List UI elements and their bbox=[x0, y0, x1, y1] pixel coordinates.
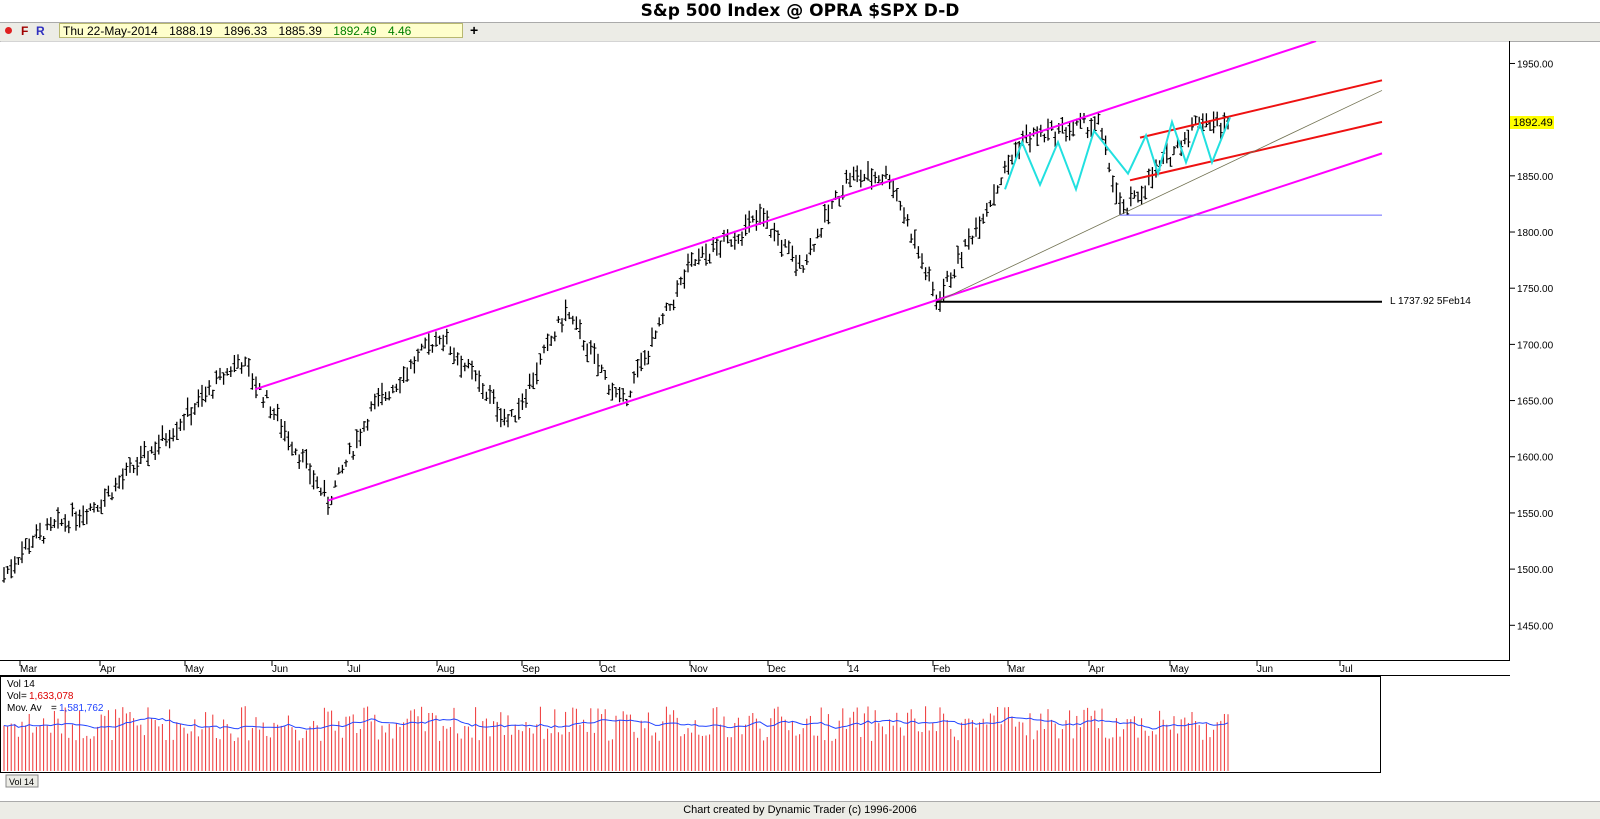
inner-lower-channel bbox=[1129, 120, 1383, 182]
price-panel bbox=[0, 41, 1510, 660]
mavg-legend-sep: = bbox=[51, 703, 57, 714]
y-tick-label: 1850.00 bbox=[1517, 172, 1554, 183]
x-tick-label: 14 bbox=[848, 664, 860, 675]
y-tick-label: 1600.00 bbox=[1517, 453, 1554, 464]
chart-labels: 1892.49 L 1737.92 5Feb14 bbox=[1390, 116, 1554, 307]
y-tick-label: 1800.00 bbox=[1517, 228, 1554, 239]
x-tick-label: Apr bbox=[1089, 664, 1105, 675]
x-tick-label: Jun bbox=[272, 664, 288, 675]
volume-legend-value: 1,633,078 bbox=[29, 691, 74, 702]
lower-channel-line bbox=[327, 152, 1383, 502]
volume-tab-label: Vol 14 bbox=[9, 777, 34, 787]
quote-change: 4.46 bbox=[388, 24, 412, 38]
footer-credit: Chart created by Dynamic Trader (c) 1996… bbox=[0, 801, 1600, 819]
x-tick-label: Dec bbox=[768, 664, 786, 675]
mavg-legend-label: Mov. Av bbox=[7, 703, 42, 714]
toolbar: F R Thu 22-May-2014 1888.19 1896.33 1885… bbox=[0, 22, 1600, 42]
x-tick-label: May bbox=[1170, 664, 1189, 675]
rising-trendline bbox=[936, 90, 1383, 303]
volume-panel-title: Vol 14 bbox=[7, 679, 35, 690]
quote-low: 1885.39 bbox=[278, 24, 322, 38]
y-tick-label: 1950.00 bbox=[1517, 59, 1554, 70]
chart-title: S&p 500 Index @ OPRA $SPX D-D bbox=[640, 1, 960, 21]
x-tick-label: Jul bbox=[1340, 664, 1353, 675]
record-dot-icon[interactable] bbox=[5, 27, 12, 34]
add-button[interactable]: + bbox=[470, 22, 479, 38]
y-axis: 1950.001900.001850.001800.001750.001700.… bbox=[1509, 59, 1554, 632]
low-annotation: L 1737.92 5Feb14 bbox=[1390, 296, 1471, 307]
volume-moving-average bbox=[3, 716, 1229, 730]
quote-high: 1896.33 bbox=[223, 24, 268, 38]
quote-open: 1888.19 bbox=[169, 24, 213, 38]
x-tick-label: Sep bbox=[522, 664, 540, 675]
y-tick-label: 1500.00 bbox=[1517, 565, 1554, 576]
ohlc-series bbox=[2, 111, 1230, 583]
y-tick-label: 1750.00 bbox=[1517, 284, 1554, 295]
quote-close: 1892.49 bbox=[333, 24, 377, 38]
y-tick-label: 1450.00 bbox=[1517, 621, 1554, 632]
last-price-marker bbox=[1510, 116, 1554, 129]
inner-upper-channel bbox=[1139, 79, 1383, 139]
x-tick-label: Mar bbox=[1008, 664, 1026, 675]
quote-date: Thu 22-May-2014 bbox=[63, 24, 158, 38]
x-tick-label: Oct bbox=[600, 664, 616, 675]
x-tick-label: Aug bbox=[437, 664, 455, 675]
y-tick-label: 1650.00 bbox=[1517, 397, 1554, 408]
upper-channel-line bbox=[254, 41, 1317, 391]
mavg-legend-value: 1,581,762 bbox=[59, 703, 104, 714]
overlay-lines bbox=[254, 41, 1383, 502]
quote-box: Thu 22-May-2014 1888.19 1896.33 1885.39 … bbox=[59, 23, 463, 38]
x-tick-label: May bbox=[185, 664, 204, 675]
f-button[interactable]: F bbox=[21, 24, 29, 38]
x-tick-label: Apr bbox=[100, 664, 116, 675]
x-axis: Mar Apr May Jun Jul Aug Sep Oct Nov Dec 14 Feb Mar Ap… bbox=[19, 660, 1353, 675]
price-chart[interactable]: 1950.001900.001850.001800.001750.001700.… bbox=[0, 41, 1600, 801]
last-price-label: 1892.49 bbox=[1513, 117, 1553, 129]
volume-legend-label: Vol bbox=[7, 691, 21, 702]
x-tick-label: Feb bbox=[933, 664, 951, 675]
wave-pattern-line bbox=[1004, 117, 1231, 193]
x-tick-label: Nov bbox=[690, 664, 708, 675]
x-tick-label: Mar bbox=[20, 664, 38, 675]
y-tick-label: 1700.00 bbox=[1517, 340, 1554, 351]
volume-tab[interactable] bbox=[5, 774, 39, 788]
x-tick-label: Jun bbox=[1257, 664, 1273, 675]
volume-legend-sep: = bbox=[21, 691, 27, 702]
y-tick-label: 1550.00 bbox=[1517, 509, 1554, 520]
x-tick-label: Jul bbox=[348, 664, 361, 675]
r-button[interactable]: R bbox=[36, 24, 45, 38]
